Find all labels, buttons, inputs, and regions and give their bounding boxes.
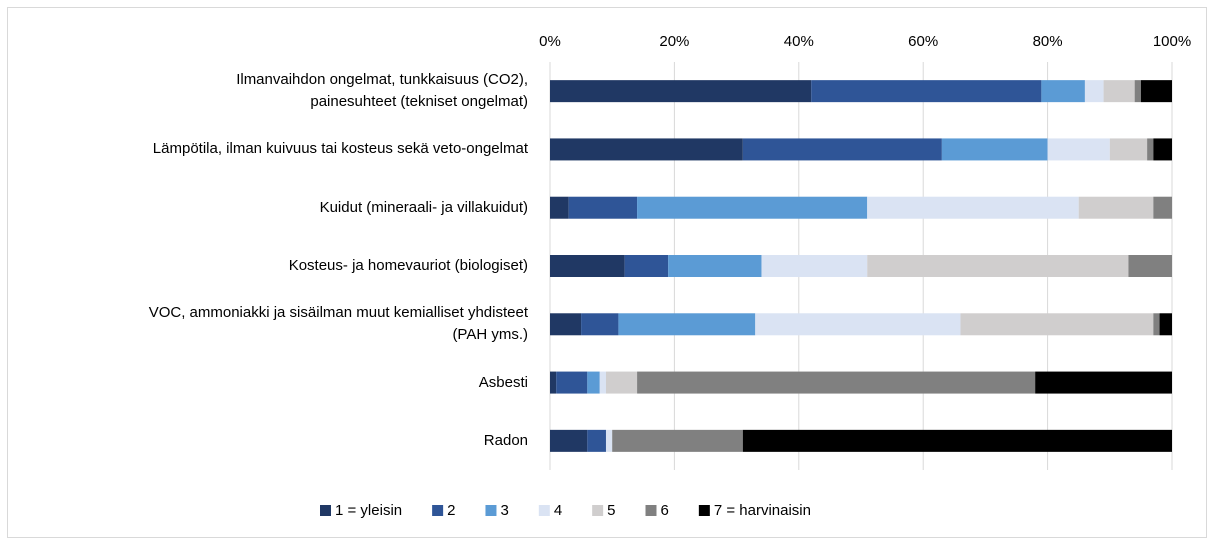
x-tick-label: 40% bbox=[784, 33, 814, 50]
bar-segment bbox=[550, 80, 812, 103]
bar-segment bbox=[1153, 313, 1160, 336]
bar-segment bbox=[550, 371, 557, 394]
bar-segment bbox=[668, 255, 762, 277]
category-label: Kuidut (mineraali- ja villakuidut) bbox=[319, 198, 528, 216]
bar-segment bbox=[1084, 80, 1104, 103]
chart-border bbox=[7, 7, 1207, 538]
bar-segment bbox=[742, 138, 942, 161]
legend-label: 5 bbox=[607, 502, 615, 519]
legend-label: 1 = yleisin bbox=[335, 502, 402, 519]
x-tick-label: 100% bbox=[1153, 33, 1191, 50]
bar-segment bbox=[587, 371, 600, 394]
legend-label: 4 bbox=[554, 502, 562, 519]
bar-segment bbox=[550, 196, 569, 219]
bar-segment bbox=[960, 313, 1154, 336]
bar-segment bbox=[605, 371, 638, 394]
x-tick-label: 60% bbox=[908, 33, 938, 50]
x-tick-label: 20% bbox=[659, 33, 689, 50]
bar-segment bbox=[755, 313, 961, 336]
bar-segment bbox=[1103, 80, 1135, 103]
legend-swatch bbox=[698, 505, 710, 516]
bar-segment bbox=[568, 196, 638, 219]
bar-segment bbox=[599, 371, 606, 394]
bar-segment bbox=[1047, 138, 1110, 161]
legend-label: 6 bbox=[661, 502, 669, 519]
bar-segment bbox=[550, 313, 582, 336]
category-label: VOC, ammoniakki ja sisäilman muut kemial… bbox=[148, 304, 528, 344]
bar-segment bbox=[811, 80, 1042, 103]
legend-swatch bbox=[538, 505, 550, 516]
legend-swatch bbox=[592, 505, 604, 516]
bar-segment bbox=[761, 255, 868, 277]
bar-segment bbox=[550, 255, 625, 277]
legend-label: 2 bbox=[447, 502, 455, 519]
bar-segment bbox=[637, 371, 1036, 394]
category-label: Radon bbox=[483, 431, 528, 449]
legend-label: 3 bbox=[500, 502, 508, 519]
bar-segment bbox=[1035, 371, 1172, 394]
x-tick-label: 80% bbox=[1033, 33, 1063, 50]
bar-segment bbox=[1078, 196, 1154, 219]
bar-segment bbox=[1128, 255, 1172, 277]
bar-segment bbox=[1147, 138, 1154, 161]
bar-segment bbox=[1153, 138, 1172, 161]
bar-segment bbox=[1159, 313, 1172, 336]
bar-segment bbox=[1109, 138, 1148, 161]
bar-segment bbox=[550, 138, 743, 161]
bar-segment bbox=[612, 429, 743, 452]
category-label: Asbesti bbox=[478, 373, 528, 391]
legend-label: 7 = harvinaisin bbox=[714, 502, 811, 519]
category-label: Lämpötila, ilman kuivuus tai kosteus sek… bbox=[152, 140, 528, 158]
bar-segment bbox=[587, 429, 606, 452]
bar-segment bbox=[1134, 80, 1141, 103]
x-tick-label: 0% bbox=[539, 33, 561, 50]
bar-segment bbox=[581, 313, 619, 336]
bar-segment bbox=[556, 371, 588, 394]
bar-segment bbox=[618, 313, 756, 336]
bar-segment bbox=[605, 429, 613, 452]
bar-segment bbox=[1041, 80, 1085, 103]
bar-segment bbox=[1140, 80, 1172, 103]
legend-swatch bbox=[320, 505, 331, 516]
category-label: Kosteus- ja homevauriot (biologiset) bbox=[288, 257, 528, 274]
bar-segment bbox=[867, 255, 1129, 277]
legend-swatch bbox=[432, 505, 444, 516]
bar-segment bbox=[1153, 196, 1172, 219]
bar-segment bbox=[550, 429, 588, 452]
legend-swatch bbox=[645, 505, 657, 516]
category-label: Ilmanvaihdon ongelmat, tunkkaisuus (CO2)… bbox=[236, 71, 528, 111]
bar-segment bbox=[624, 255, 669, 277]
bar-segment bbox=[941, 138, 1048, 161]
legend-swatch bbox=[485, 505, 497, 516]
bar-segment bbox=[867, 196, 1079, 219]
bar-segment bbox=[742, 429, 1172, 452]
bar-segment bbox=[637, 196, 868, 219]
